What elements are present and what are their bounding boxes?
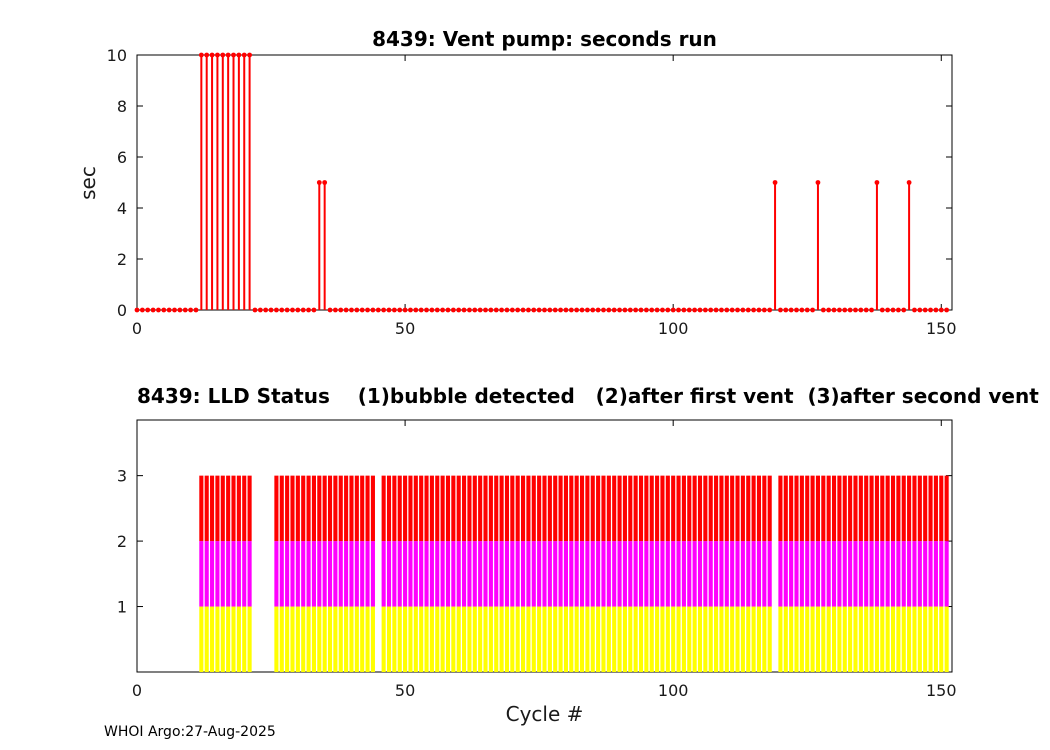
lld-status-ytick-label: 3 — [117, 467, 127, 486]
ylabel-text: sec — [76, 166, 100, 200]
vent-pump-xtick-label: 50 — [395, 319, 415, 338]
vent-pump-ytick-label: 0 — [117, 301, 127, 320]
vent-pump-ytick-label: 6 — [117, 148, 127, 167]
vent-pump-ylabel: sec — [76, 166, 100, 200]
vent-pump-ytick-label: 4 — [117, 199, 127, 218]
lld-status-title: 8439: LLD Status (1)bubble detected (2)a… — [137, 384, 1039, 408]
footer-credit: WHOI Argo:27-Aug-2025 — [104, 724, 276, 740]
lld-status-xtick-label: 150 — [926, 681, 957, 700]
vent-pump-xtick-label: 100 — [658, 319, 689, 338]
cycle-axis-label: Cycle # — [505, 702, 584, 726]
vent-pump-ytick-label: 8 — [117, 97, 127, 116]
vent-pump-title: 8439: Vent pump: seconds run — [372, 27, 717, 51]
vent-pump-xtick-label: 150 — [926, 319, 957, 338]
lld-status-axes: 0 50 100 150 1 2 3 — [117, 419, 957, 700]
vent-pump-xtick-label: 0 — [132, 319, 142, 338]
lld-status-ytick-label: 1 — [117, 598, 127, 617]
lld-status-xtick-label: 50 — [395, 681, 415, 700]
lld-status-xtick-label: 0 — [132, 681, 142, 700]
vent-pump-stems — [134, 52, 950, 313]
vent-pump-ytick-label: 2 — [117, 250, 127, 269]
lld-status-ytick-label: 2 — [117, 532, 127, 551]
vent-pump-ytick-label: 10 — [107, 46, 127, 65]
lld-status-xtick-label: 100 — [658, 681, 689, 700]
lld-status-bars — [199, 475, 949, 672]
